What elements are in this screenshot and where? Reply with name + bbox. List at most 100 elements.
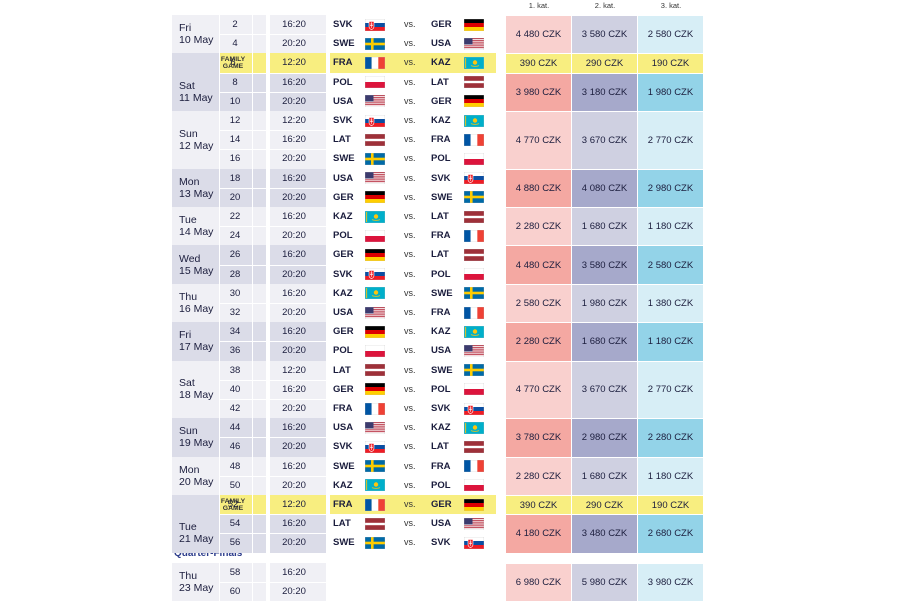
day-date: 12 May	[179, 139, 214, 152]
team-pairing: SWE vs. POL	[330, 149, 496, 168]
day-date: 23 May	[179, 582, 214, 595]
team-pairing: USA vs. KAZ	[330, 418, 496, 437]
flag-pol-icon	[365, 76, 385, 89]
away-team: POL	[431, 153, 451, 165]
column-separator	[266, 495, 270, 553]
match-row: 58 16:20	[172, 563, 326, 582]
home-team: FRA	[333, 499, 353, 510]
family-cell-bg	[172, 495, 219, 515]
family-tag-line: GAME	[222, 505, 244, 512]
team-pairing: GER vs. POL	[330, 380, 496, 399]
price-cat-1: 4 770 CZK	[506, 361, 571, 419]
flag-svk-icon	[365, 268, 385, 281]
flag-lat-icon	[464, 248, 484, 261]
match-time: 12:20	[282, 364, 306, 376]
day-block: Fri 17 May 34 16:20 36 20:20	[172, 322, 326, 361]
away-team: FRA	[431, 230, 451, 242]
price-cat-3: 1 180 CZK	[638, 208, 703, 246]
flag-usa-icon	[365, 306, 385, 319]
price-cat-3: 3 980 CZK	[638, 564, 703, 601]
match-row: 2 16:20	[172, 15, 326, 34]
day-label: Mon 13 May	[179, 176, 213, 200]
day-block: Mon 20 May 48 16:20 50 20:20	[172, 456, 326, 495]
flag-lat-icon	[365, 133, 385, 146]
vs-label: vs.	[404, 383, 416, 394]
flag-lat-icon	[464, 440, 484, 453]
flag-swe-icon	[464, 191, 484, 204]
team-pairing: SWE vs. FRA	[330, 457, 496, 476]
day-block: Thu 23 May 58 16:20 60 20:20	[172, 563, 326, 601]
away-team: GER	[431, 499, 452, 510]
match-time: 20:20	[282, 268, 306, 280]
day-label: Sat 11 May	[179, 80, 213, 104]
home-team: FRA	[333, 403, 353, 414]
team-pairing: GER vs. SWE	[330, 188, 496, 207]
away-team: KAZ	[431, 57, 451, 69]
match-row: 14 16:20	[172, 130, 326, 149]
match-time: 20:20	[282, 191, 306, 203]
column-separator	[219, 53, 220, 73]
home-team: SWE	[333, 460, 355, 472]
home-team: LAT	[333, 518, 351, 530]
home-team: SVK	[333, 268, 353, 280]
day-name: Thu	[179, 290, 198, 303]
flag-fra-icon	[464, 460, 484, 473]
row-divider	[219, 34, 326, 36]
day-date: 18 May	[179, 389, 214, 402]
day-name: Thu	[179, 570, 198, 583]
flag-swe-icon	[365, 152, 385, 165]
row-divider	[219, 302, 326, 304]
column-separator	[266, 563, 270, 601]
match-number: 10	[229, 95, 241, 107]
price-cat-2: 3 670 CZK	[572, 361, 637, 419]
family-tag-line: FAMILY	[220, 56, 246, 64]
day-date: 15 May	[179, 264, 214, 277]
row-divider	[219, 264, 326, 266]
day-label: Sun 19 May	[179, 425, 213, 449]
match-time: 16:20	[282, 326, 306, 338]
match-row: 36 20:20	[172, 341, 326, 360]
away-team: LAT	[431, 249, 449, 261]
match-row: 44 16:20	[172, 418, 326, 437]
flag-pol-icon	[464, 383, 484, 396]
home-team: USA	[333, 307, 354, 318]
match-time: 16:20	[282, 76, 306, 88]
day-date: 10 May	[179, 34, 214, 47]
day-date: 20 May	[179, 475, 214, 488]
column-separator	[266, 53, 270, 73]
home-team: KAZ	[333, 287, 353, 299]
price-cat-3: 1 180 CZK	[638, 457, 703, 495]
match-row: 38 12:20	[172, 361, 326, 380]
match-time: 20:20	[282, 95, 306, 107]
team-pairing: LAT vs. SWE	[330, 361, 496, 380]
flag-swe-icon	[365, 37, 385, 50]
flag-svk-icon	[464, 402, 484, 415]
day-label: Fri 17 May	[179, 329, 213, 353]
price-cat-1: 2 280 CZK	[506, 457, 571, 495]
match-time: 20:20	[282, 402, 306, 414]
match-row: FAMILY GAME 52 12:20	[172, 495, 326, 515]
column-separator	[252, 111, 253, 169]
column-separator	[219, 563, 220, 601]
match-row: FAMILY GAME 6 12:20	[172, 53, 326, 73]
match-row: 32 20:20	[172, 302, 326, 322]
day-block: Sat 11 May FAMILY GAME 6 12:20 8 16:20 10 20:20	[172, 53, 326, 111]
day-name: Mon	[179, 463, 200, 476]
quarter-finals-title: Quarter-Finals	[174, 548, 243, 559]
match-number: 6	[230, 57, 236, 69]
price-cat-2: 3 580 CZK	[572, 16, 637, 54]
day-date: 17 May	[179, 341, 214, 354]
day-name: Mon	[179, 175, 200, 188]
row-divider	[219, 475, 326, 477]
flag-usa-icon	[464, 344, 484, 357]
away-team: POL	[431, 383, 451, 395]
flag-kaz-icon	[464, 56, 484, 69]
category-1-header: 1. kat.	[528, 1, 550, 10]
column-separator	[252, 53, 253, 73]
day-date: 14 May	[179, 226, 214, 239]
match-row: 46 20:20	[172, 437, 326, 456]
day-label: Fri 10 May	[179, 22, 213, 46]
day-block: Tue 21 May FAMILY GAME 52 12:20 54 16:20 56 20:20	[172, 495, 326, 553]
home-team: POL	[333, 76, 353, 88]
price-cat-1: 4 480 CZK	[506, 246, 571, 284]
